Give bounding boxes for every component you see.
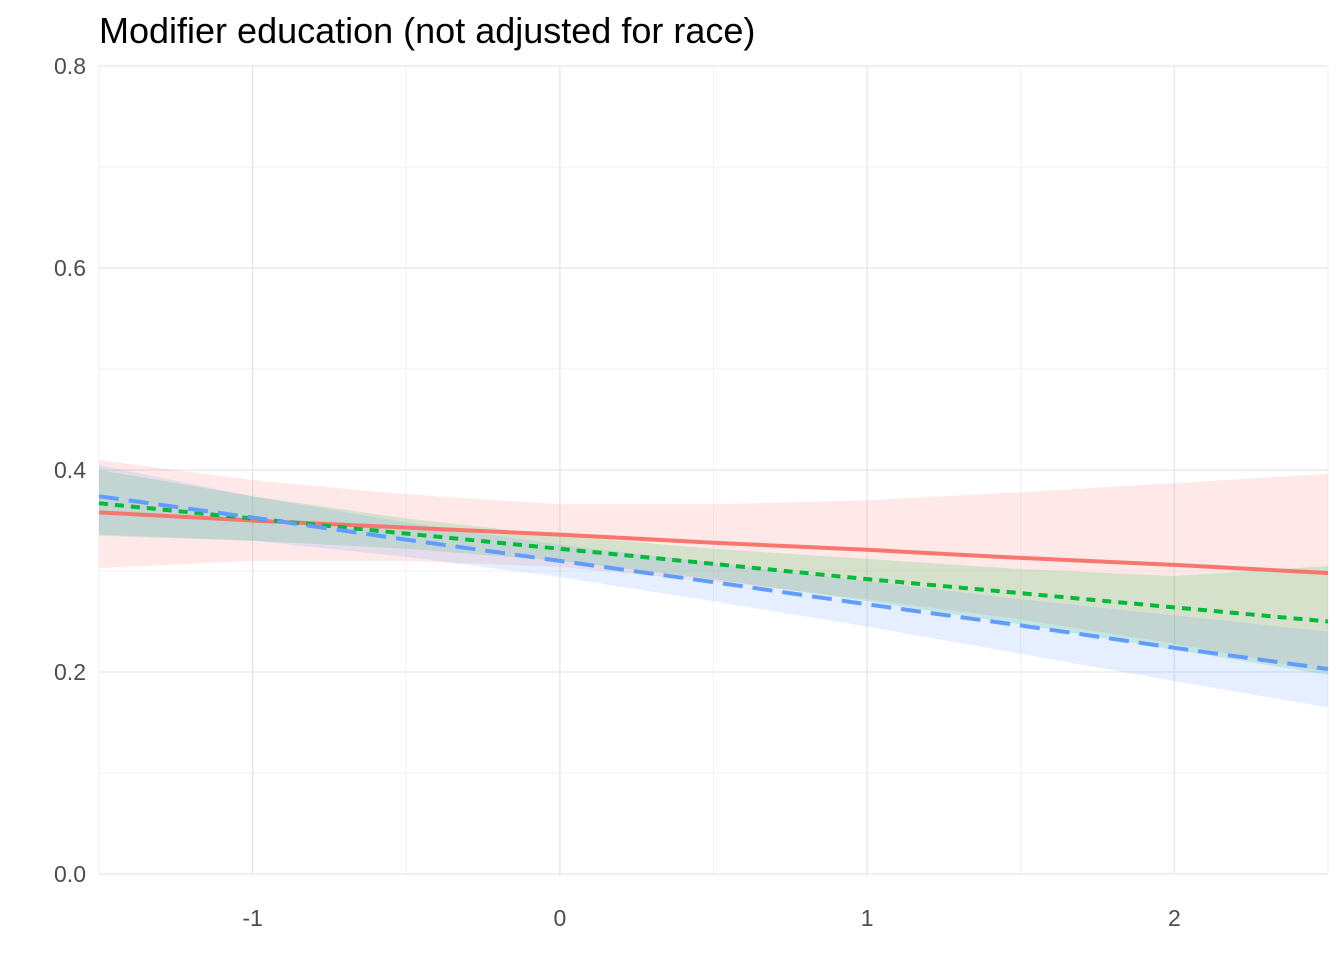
y-tick-label: 0.6 — [54, 255, 86, 281]
x-axis: -1 0 1 2 — [242, 905, 1180, 931]
y-axis: 0.0 0.2 0.4 0.6 0.8 — [54, 53, 86, 887]
confidence-band-1 — [99, 459, 1328, 672]
series-lines — [98, 494, 1329, 671]
series-line-3 — [98, 494, 1329, 671]
x-tick-label: 1 — [861, 905, 874, 931]
x-tick-label: -1 — [242, 905, 262, 931]
x-tick-label: 0 — [553, 905, 566, 931]
y-tick-label: 0.8 — [54, 53, 86, 79]
grid — [98, 65, 1329, 875]
y-tick-label: 0.2 — [54, 659, 86, 685]
y-tick-label: 0.4 — [54, 457, 86, 483]
series-line-1 — [98, 510, 1329, 575]
y-tick-label: 0.0 — [54, 861, 86, 887]
chart-title: Modifier education (not adjusted for rac… — [99, 10, 756, 51]
x-tick-label: 2 — [1168, 905, 1181, 931]
series-line-2 — [98, 501, 1329, 624]
